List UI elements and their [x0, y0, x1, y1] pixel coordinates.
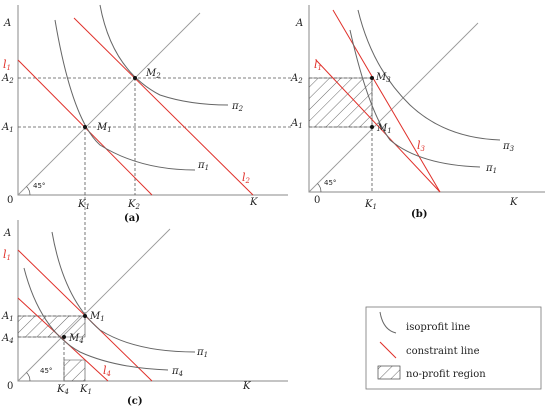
panel-a-tick-k1: K1 [77, 199, 90, 211]
panel-a-tick-a1: A1 [1, 122, 14, 134]
panel-a-label-pi2: π2 [231, 101, 244, 113]
panel-c-tick-a1: A1 [1, 311, 14, 323]
panel-a-origin: 0 [7, 195, 13, 206]
panel-a-curve-pi2 [99, 4, 229, 106]
panel-b-label-pi1: π1 [485, 163, 497, 175]
panel-b-x-axis-label: K [509, 197, 518, 208]
panel-c-label-m4: M4 [68, 333, 84, 345]
panel-c-point-m4 [62, 335, 66, 339]
panel-c-tick-k1: K1 [79, 384, 92, 396]
panel-b-tick-a2: A2 [290, 73, 303, 85]
legend-noprofit-label: no-profit region [406, 369, 486, 380]
panel-b-tick-k1: K1 [364, 199, 377, 211]
panel-a-curve-pi1 [54, 19, 196, 171]
panel-a-label-pi1: π1 [197, 160, 209, 172]
panel-c-tick-a4: A4 [1, 333, 14, 345]
panel-b-line-l3 [332, 9, 441, 193]
panel-c-angle-label: 45° [40, 367, 52, 375]
panel-a-angle-label: 45° [33, 182, 45, 190]
panel-a-45-line [17, 12, 201, 196]
panel-b-y-axis-label: A [295, 18, 303, 29]
panel-a-label-m1: M1 [96, 122, 112, 134]
legend-noprofit-icon [377, 365, 401, 380]
panel-c-label-l1: l1 [3, 248, 11, 262]
panel-c-x-axis-label: K [242, 381, 251, 392]
panel-b-origin: 0 [314, 195, 320, 206]
panel-c-point-m1 [83, 314, 87, 318]
panel-c-45-line [17, 228, 171, 382]
panel-a-tick-a2: A2 [1, 73, 14, 85]
panel-b-angle-label: 45° [324, 179, 336, 187]
panel-a: 45° 0 A K M1 M2 A2 A1 K1 K2 π2 π1 l1 l2 … [1, 4, 292, 320]
panel-c-curve-pi1 [51, 231, 196, 353]
panel-b-tick-a1: A1 [290, 118, 303, 130]
legend-constraint-icon [379, 341, 397, 359]
panel-a-point-m1 [83, 125, 87, 129]
panel-c-label-pi4: π4 [171, 366, 183, 378]
panel-b-label-m1: M1 [376, 123, 392, 135]
panel-a-tick-k2: K2 [127, 199, 140, 211]
panel-c-noprofit-region-bottom [63, 359, 86, 382]
panel-b-caption: (b) [411, 209, 427, 220]
legend-constraint-label: constraint line [406, 346, 480, 357]
panel-a-line-l2 [73, 17, 254, 196]
panel-c-curve-pi4 [23, 267, 169, 371]
panel-c-angle-arc [26, 372, 31, 382]
panel-b-curve-pi1 [349, 29, 481, 168]
panel-c-caption: (c) [127, 396, 143, 407]
panel-c-noprofit-region-top [17, 315, 86, 338]
panel-b-label-m3: M3 [375, 72, 391, 84]
panel-b-label-l3: l3 [417, 139, 426, 153]
panel-a-caption: (a) [124, 213, 140, 224]
panel-c-label-l4: l4 [103, 364, 111, 378]
panel-b-label-l1: l1 [314, 58, 322, 72]
panel-b-angle-arc [317, 183, 322, 193]
panel-c-y-axis-label: A [3, 228, 11, 239]
panel-a-axes [17, 5, 288, 196]
legend-isoprofit-icon [379, 311, 397, 334]
panel-b-label-pi3: π3 [502, 141, 515, 153]
panel-a-y-axis-label: A [3, 18, 11, 29]
panel-a-label-m2: M2 [145, 68, 161, 80]
panel-b-45-line [308, 22, 479, 193]
panel-b-line-l1 [315, 59, 441, 193]
panel-c-label-m1: M1 [89, 311, 105, 323]
panel-a-x-axis-label: K [249, 197, 258, 208]
panel-c-origin: 0 [7, 381, 13, 392]
panel-a-label-l1: l1 [3, 58, 11, 72]
panel-c: 45° 0 A K M1 M4 A1 A4 K4 K1 π1 π4 l1 l4 … [1, 220, 288, 407]
panel-b: 45° 0 A K M3 M1 A2 A1 K1 π3 π1 l1 l3 (b) [290, 5, 545, 220]
panel-c-tick-k4: K4 [56, 384, 69, 396]
panel-a-label-l2: l2 [242, 171, 251, 185]
legend: isoprofit line constraint line no-profit… [365, 306, 542, 390]
legend-isoprofit-label: isoprofit line [406, 322, 470, 333]
panel-b-noprofit-region [308, 77, 373, 128]
panel-b-curve-pi3 [357, 9, 501, 141]
panel-a-point-m2 [133, 76, 137, 80]
panel-b-point-m1 [370, 125, 374, 129]
panel-a-angle-arc [26, 186, 31, 196]
panel-c-label-pi1: π1 [196, 347, 208, 359]
panel-b-point-m3 [370, 76, 374, 80]
panel-c-axes [17, 220, 288, 382]
